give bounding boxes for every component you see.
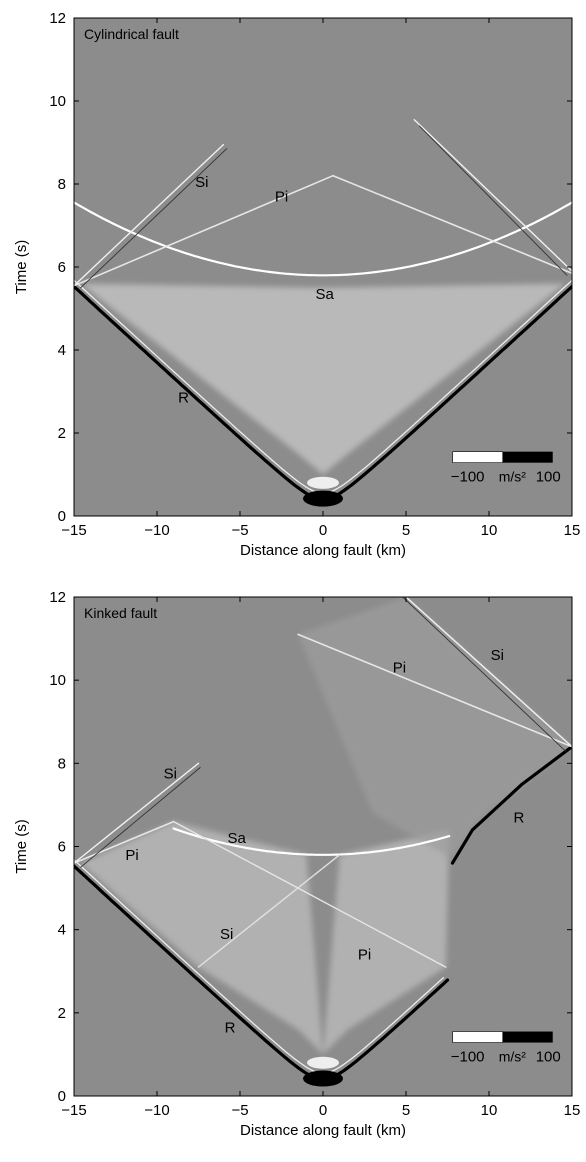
phase-label-pi: Pi (393, 660, 406, 677)
colorbar-max-label: 100 (536, 469, 561, 486)
y-axis-label: Time (s) (13, 819, 30, 873)
bright-wedge-left (80, 821, 323, 1055)
x-tick-label: −5 (231, 522, 248, 539)
colorbar-black (502, 451, 553, 463)
source-glow (307, 1056, 339, 1069)
sa-arc (74, 201, 572, 277)
x-tick-label: 10 (481, 522, 498, 539)
phase-label-sa: Sa (228, 830, 247, 847)
si-lower-cross (197, 854, 341, 968)
phase-label-pi: Pi (275, 188, 288, 205)
si-left (74, 143, 225, 287)
si-left-dark (80, 148, 228, 289)
y-tick-label: 12 (49, 10, 66, 27)
bottom-panel-kinked: −15 −10 −5 0 5 10 15 0 2 4 6 8 10 12 Distance along fa… (0, 578, 586, 1157)
si-upper-left-dark (80, 767, 201, 868)
x-tick-label: −15 (61, 1102, 86, 1119)
y-tick-label: 6 (58, 259, 66, 276)
colorbar-min-label: −100 (451, 469, 485, 486)
x-tick-label: 15 (564, 522, 581, 539)
x-tick-label: 0 (319, 1102, 327, 1119)
phase-label-si: Si (220, 926, 233, 943)
phase-label-r: R (178, 390, 189, 407)
y-tick-label: 10 (49, 93, 66, 110)
phase-label-pi: Pi (358, 947, 371, 964)
x-tick-label: 10 (481, 1102, 498, 1119)
x-tick-label: 0 (319, 522, 327, 539)
phase-label-si: Si (491, 647, 504, 664)
y-tick-label: 0 (58, 508, 66, 525)
plot-title: Cylindrical fault (84, 26, 179, 42)
y-tick-label: 2 (58, 425, 66, 442)
y-tick-label: 4 (58, 922, 66, 939)
colorbar-unit: m/s² (499, 469, 527, 485)
source-blob (303, 490, 343, 507)
pi-left (74, 174, 334, 287)
colorbar-white (452, 1031, 504, 1043)
colorbar-black (502, 1031, 553, 1043)
x-axis-label: Distance along fault (km) (240, 1122, 406, 1139)
pi-lower-cross (172, 820, 447, 968)
x-tick-label: −10 (144, 522, 169, 539)
wavefield-layer (74, 119, 572, 507)
source-blob (303, 1070, 343, 1087)
pi-right (332, 174, 572, 274)
si-secondary (405, 597, 572, 748)
si-upper-left (74, 762, 200, 864)
y-tick-label: 0 (58, 1088, 66, 1105)
kinked-fault-plot: −15 −10 −5 0 5 10 15 0 2 4 6 8 10 12 Distance along fa… (13, 589, 581, 1139)
rupture-front-r-upper (450, 745, 572, 865)
colorbar-unit: m/s² (499, 1049, 527, 1065)
y-tick-label: 10 (49, 672, 66, 689)
x-tick-label: −10 (144, 1102, 169, 1119)
sa-arc (172, 827, 451, 856)
x-tick-label: 15 (564, 1102, 581, 1119)
phase-label-pi: Pi (125, 847, 138, 864)
si-right-dark (418, 125, 568, 276)
wavefield-layer (74, 597, 572, 1087)
colorbar-max-label: 100 (536, 1049, 561, 1066)
x-tick-label: −5 (231, 1102, 248, 1119)
y-tick-label: 12 (49, 589, 66, 606)
y-tick-label: 8 (58, 755, 66, 772)
bright-wedge (80, 283, 566, 475)
source-glow (307, 476, 339, 489)
si-secondary-dark (402, 597, 566, 752)
si-right (413, 119, 572, 272)
plot-title: Kinked fault (84, 605, 157, 621)
x-tick-label: 5 (402, 1102, 410, 1119)
phase-label-si: Si (164, 766, 177, 783)
y-tick-label: 4 (58, 342, 66, 359)
x-axis-label: Distance along fault (km) (240, 542, 406, 559)
rupture-front-highlight (74, 859, 445, 1074)
top-panel-cylindrical: −15 −10 −5 0 5 10 15 0 2 4 6 8 10 12 Distance along fa… (0, 0, 586, 578)
pi-upper-left (74, 820, 175, 864)
y-tick-label: 2 (58, 1005, 66, 1022)
x-tick-label: −15 (61, 522, 86, 539)
rupture-front-r-right (321, 978, 450, 1081)
phase-label-r: R (225, 1019, 236, 1036)
pi-secondary (297, 633, 572, 748)
y-axis-label: Time (s) (13, 240, 30, 294)
colorbar-white (452, 451, 504, 463)
phase-label-r: R (513, 809, 524, 826)
rupture-front-r-left (74, 864, 325, 1081)
phase-label-si: Si (195, 174, 208, 191)
cylindrical-fault-plot: −15 −10 −5 0 5 10 15 0 2 4 6 8 10 12 Distance along fa… (13, 10, 581, 559)
y-tick-label: 6 (58, 839, 66, 856)
colorbar-min-label: −100 (451, 1049, 485, 1066)
y-tick-label: 8 (58, 176, 66, 193)
bright-wedge-right (323, 829, 450, 1055)
phase-label-sa: Sa (315, 286, 334, 303)
x-tick-label: 5 (402, 522, 410, 539)
